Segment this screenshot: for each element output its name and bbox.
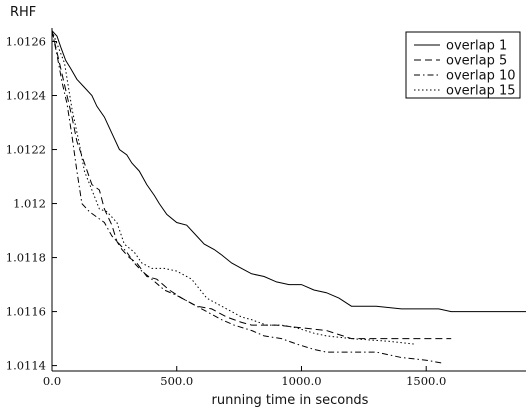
legend-box [405, 31, 521, 99]
y-tick-label: 1.012 [13, 197, 46, 211]
x-axis-title: running time in seconds [212, 393, 369, 408]
y-tick-label: 1.0122 [6, 143, 46, 157]
y-tick-label: 1.0114 [6, 359, 46, 373]
y-tick-label: 1.0116 [6, 305, 46, 319]
x-tick-label: 1000.0 [281, 374, 321, 388]
series-line-4 [51, 30, 414, 345]
series-line-2 [51, 30, 452, 340]
y-tick-label: 1.0118 [6, 251, 46, 265]
axes: 0.0 500.0 1000.0 1500.0 1.0114 1.0116 1.0118 1.… [6, 28, 526, 388]
series-group [51, 30, 526, 364]
y-axis-title: RHF [10, 5, 36, 20]
x-tick-label: 500.0 [160, 374, 193, 388]
x-tick-label: 0.0 [43, 374, 61, 388]
series-line-1 [51, 30, 526, 313]
series-line-3 [51, 30, 442, 364]
x-tick-label: 1500.0 [406, 374, 446, 388]
legend-label: overlap 1 [446, 39, 507, 54]
legend-label: overlap 15 [446, 84, 516, 99]
legend-label: overlap 5 [446, 54, 507, 69]
y-tick-label: 1.0124 [6, 89, 46, 103]
y-tick-label: 1.0126 [6, 35, 46, 49]
legend-label: overlap 10 [446, 69, 516, 84]
